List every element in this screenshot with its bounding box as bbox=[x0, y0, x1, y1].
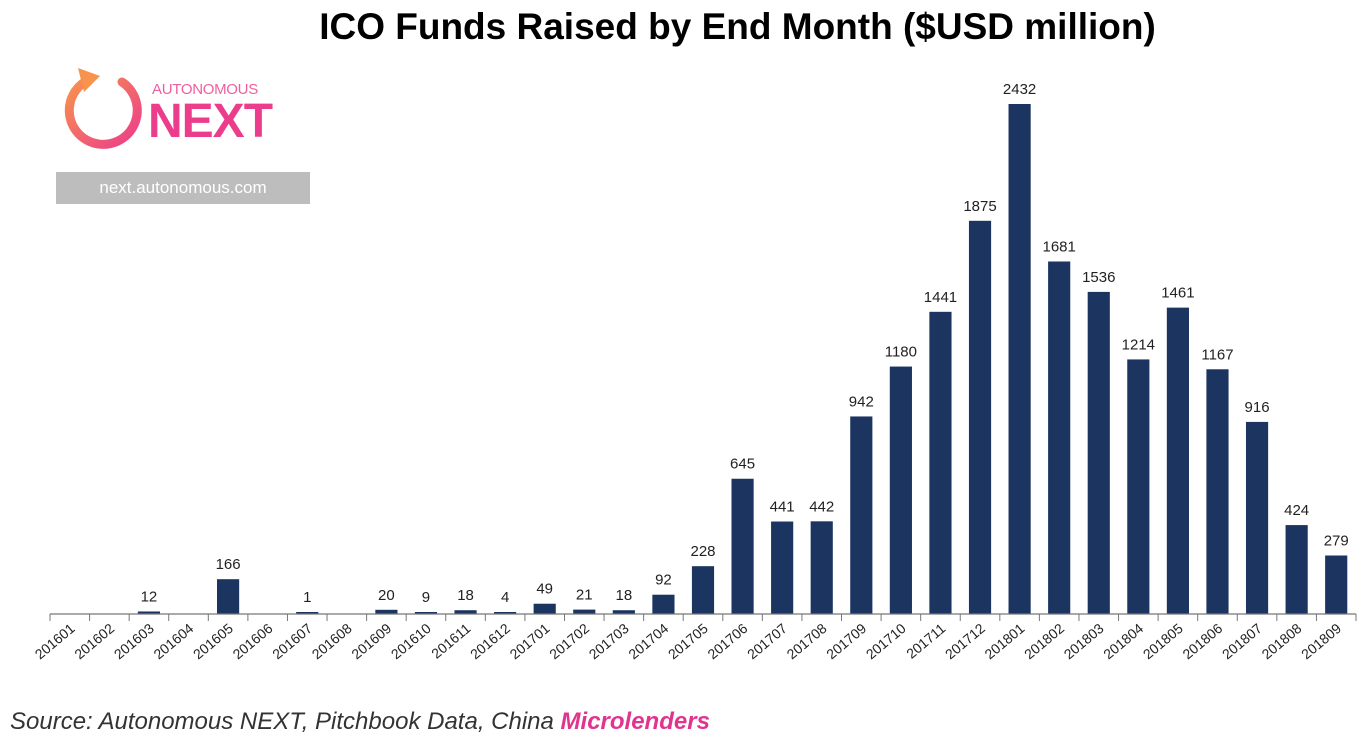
data-label-201607: 1 bbox=[303, 589, 311, 606]
x-tick-label-201804: 201804 bbox=[1100, 620, 1146, 662]
bar-201611 bbox=[454, 610, 477, 614]
x-tick-label-201604: 201604 bbox=[150, 620, 196, 662]
x-tick-label-201805: 201805 bbox=[1140, 620, 1186, 662]
logo-url: next.autonomous.com bbox=[56, 172, 310, 204]
data-label-201809: 279 bbox=[1324, 532, 1349, 549]
bar-201806 bbox=[1206, 369, 1229, 614]
circular-arrow-logo-icon bbox=[64, 68, 142, 149]
bar-201703 bbox=[612, 610, 635, 614]
x-tick-label-201806: 201806 bbox=[1179, 620, 1225, 662]
data-label-201612: 4 bbox=[501, 589, 509, 606]
x-tick-label-201709: 201709 bbox=[823, 620, 869, 662]
bar-201704 bbox=[652, 594, 675, 614]
data-label-201603: 12 bbox=[141, 588, 158, 605]
chart-title: ICO Funds Raised by End Month ($USD mill… bbox=[319, 6, 1156, 47]
x-tick-label-201602: 201602 bbox=[71, 620, 117, 662]
source-prefix: Source: Autonomous NEXT, Pitchbook Data,… bbox=[10, 708, 561, 735]
data-label-201806: 1167 bbox=[1201, 346, 1233, 363]
x-tick-label-201809: 201809 bbox=[1298, 620, 1344, 662]
data-label-201803: 1536 bbox=[1082, 269, 1115, 286]
x-tick-label-201607: 201607 bbox=[269, 620, 315, 662]
data-label-201705: 228 bbox=[690, 543, 715, 560]
x-tick-label-201703: 201703 bbox=[586, 620, 632, 662]
x-tick-label-201608: 201608 bbox=[309, 620, 355, 662]
data-label-201707: 441 bbox=[770, 499, 795, 516]
x-tick-label-201702: 201702 bbox=[546, 620, 592, 662]
data-label-201712: 1875 bbox=[963, 198, 996, 215]
bar-201801 bbox=[1008, 104, 1031, 614]
bar-201712 bbox=[968, 220, 992, 614]
bar-201701 bbox=[533, 603, 556, 614]
source-highlight: Microlenders bbox=[560, 708, 710, 735]
x-tick-label-201612: 201612 bbox=[467, 620, 513, 662]
x-tick-label-201711: 201711 bbox=[903, 620, 948, 662]
x-tick-label-201707: 201707 bbox=[744, 620, 790, 662]
x-tick-label-201701: 201701 bbox=[507, 620, 553, 662]
bar-201803 bbox=[1087, 291, 1110, 614]
data-label-201709: 942 bbox=[849, 393, 874, 410]
x-tick-label-201712: 201712 bbox=[942, 620, 988, 662]
data-label-201711: 1441 bbox=[924, 289, 957, 306]
data-label-201704: 92 bbox=[655, 572, 672, 589]
data-label-201605: 166 bbox=[216, 556, 241, 573]
data-label-201802: 1681 bbox=[1042, 238, 1075, 255]
data-label-201702: 21 bbox=[576, 587, 593, 604]
bar-201605 bbox=[217, 579, 240, 614]
bar-201603 bbox=[137, 611, 161, 614]
bar-201610 bbox=[414, 612, 438, 614]
bar-201710 bbox=[889, 366, 912, 614]
x-tick-label-201801: 201801 bbox=[981, 620, 1027, 662]
data-label-201807: 916 bbox=[1245, 399, 1270, 416]
bar-201711 bbox=[929, 311, 952, 614]
bar-201808 bbox=[1285, 525, 1308, 614]
bar-201702 bbox=[573, 609, 596, 614]
data-label-201610: 9 bbox=[422, 589, 430, 606]
data-label-201801: 2432 bbox=[1003, 81, 1036, 98]
x-tick-label-201609: 201609 bbox=[348, 620, 394, 662]
x-tick-label-201706: 201706 bbox=[704, 620, 750, 662]
x-tick-label-201807: 201807 bbox=[1219, 620, 1265, 662]
x-tick-label-201705: 201705 bbox=[665, 620, 711, 662]
data-label-201710: 1180 bbox=[885, 344, 917, 361]
data-label-201703: 18 bbox=[616, 587, 633, 604]
bar-201809 bbox=[1325, 555, 1348, 614]
x-tick-label-201808: 201808 bbox=[1258, 620, 1304, 662]
data-label-201804: 1214 bbox=[1122, 336, 1155, 353]
x-tick-label-201704: 201704 bbox=[625, 620, 671, 662]
bar-201607 bbox=[296, 612, 319, 614]
bar-201807 bbox=[1245, 421, 1269, 614]
source-note: Source: Autonomous NEXT, Pitchbook Data,… bbox=[10, 708, 710, 736]
data-label-201808: 424 bbox=[1284, 502, 1309, 519]
bar-201612 bbox=[494, 612, 517, 614]
data-label-201701: 49 bbox=[536, 581, 553, 598]
bar-201706 bbox=[731, 478, 754, 614]
data-label-201706: 645 bbox=[730, 456, 755, 473]
data-label-201609: 20 bbox=[378, 587, 395, 604]
bar-201708 bbox=[810, 521, 833, 614]
x-tick-label-201802: 201802 bbox=[1021, 620, 1067, 662]
x-tick-label-201605: 201605 bbox=[190, 620, 236, 662]
x-tick-label-201606: 201606 bbox=[230, 620, 276, 662]
data-label-201708: 442 bbox=[809, 498, 834, 515]
x-tick-label-201803: 201803 bbox=[1061, 620, 1107, 662]
bar-201609 bbox=[375, 609, 398, 614]
data-label-201805: 1461 bbox=[1161, 285, 1194, 302]
bar-201805 bbox=[1166, 307, 1189, 614]
autonomous-next-logo: AUTONOMOUS NEXT bbox=[60, 66, 320, 166]
bar-201705 bbox=[691, 566, 715, 614]
x-tick-label-201603: 201603 bbox=[111, 620, 157, 662]
x-tick-label-201708: 201708 bbox=[784, 620, 830, 662]
bar-201804 bbox=[1127, 359, 1150, 614]
logo-brand-top: AUTONOMOUS bbox=[152, 81, 258, 98]
x-tick-label-201601: 201601 bbox=[32, 620, 78, 662]
bar-201802 bbox=[1048, 261, 1071, 614]
bar-201707 bbox=[771, 521, 794, 614]
x-tick-label-201611: 201611 bbox=[428, 620, 473, 662]
logo-brand-main: NEXT bbox=[148, 95, 273, 148]
bar-201709 bbox=[850, 416, 873, 614]
data-label-201611: 18 bbox=[457, 587, 474, 604]
bar-chart: 2016012016021220160320160416620160520160… bbox=[32, 81, 1357, 662]
x-tick-label-201610: 201610 bbox=[388, 620, 434, 662]
x-tick-label-201710: 201710 bbox=[863, 620, 909, 662]
